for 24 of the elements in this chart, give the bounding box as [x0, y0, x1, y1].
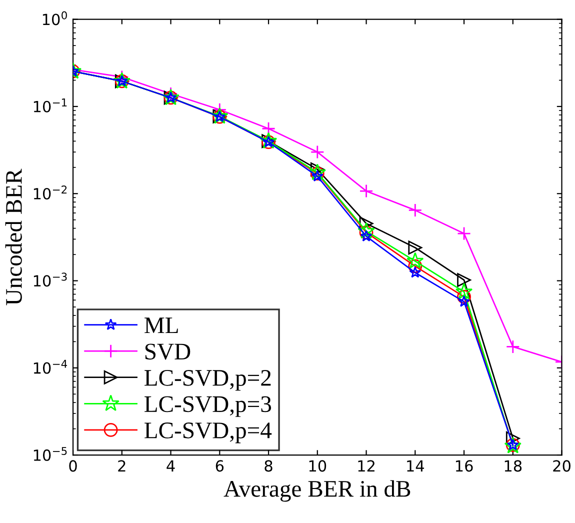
x-tick-label: 16	[456, 460, 473, 472]
x-tick-label: 8	[264, 460, 272, 472]
x-tick-label: 10	[309, 460, 326, 472]
legend-label: SVD	[145, 344, 190, 360]
x-tick-label: 2	[118, 460, 126, 472]
x-tick-label: 6	[216, 460, 224, 472]
x-tick-label: 12	[358, 460, 374, 472]
x-tick-label: 0	[69, 460, 77, 472]
y-tick-label: 10$^{−5}$	[34, 447, 67, 461]
legend-label: LC-SVD,p=2	[144, 370, 271, 391]
y-tick-label: 10$^{−2}$	[34, 186, 67, 200]
x-tick-label: 20	[553, 460, 570, 472]
y-tick-label: 10$^{−1}$	[34, 98, 67, 112]
x-axis-title: Average BER in dB	[224, 480, 410, 502]
y-tick-label: 10$^{−4}$	[34, 360, 68, 374]
legend-label: ML	[144, 318, 178, 334]
legend-label: LC-SVD,p=3	[144, 396, 272, 417]
x-tick-label: 4	[166, 460, 175, 472]
x-tick-label: 18	[504, 460, 522, 472]
y-tick-label: 10$^{−3}$	[34, 272, 67, 287]
y-axis-title: Uncoded BER	[5, 168, 22, 306]
y-tick-label: 10$^{0}$	[42, 11, 67, 26]
legend-label: LC-SVD,p=4	[144, 422, 272, 444]
x-tick-label: 14	[407, 460, 424, 472]
